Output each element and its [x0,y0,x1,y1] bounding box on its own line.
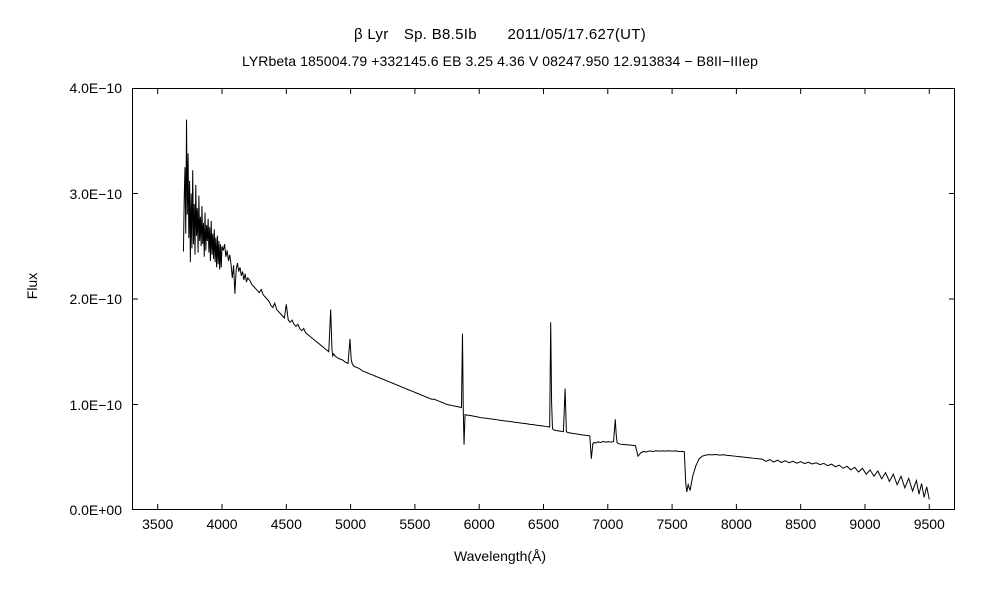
x-tick-label: 5000 [335,516,367,532]
page-title: β Lyr Sp. B8.5Ib 2011/05/17.627(UT) [353,26,647,43]
x-tick-label: 9000 [849,516,881,532]
y-tick-label: 2.0E−10 [69,291,122,307]
x-tick-label: 8500 [785,516,817,532]
x-tick-label: 7500 [656,516,688,532]
spectrum-line-series [132,88,955,510]
x-tick-label: 6000 [463,516,495,532]
y-tick-label: 3.0E−10 [69,185,122,202]
y-tick-label: 1.0E−10 [69,396,122,413]
x-tick-label: 5500 [399,516,431,532]
y-tick-label: 0.0E+00 [69,502,122,518]
chart-title-block: β Lyr Sp. B8.5Ib 2011/05/17.627(UT) LYRb… [0,24,1000,72]
x-tick-label: 4000 [206,516,238,532]
spectrum-trace [183,120,929,500]
y-tick-label: 4.0E−10 [69,80,122,96]
y-axis-title: Flux [24,272,40,300]
x-tick-label: 4500 [270,516,302,532]
x-tick-label: 6500 [527,516,560,532]
plot-area [132,88,955,510]
axis-tick-marks [132,88,955,510]
x-tick-label: 3500 [142,516,174,532]
x-tick-label: 8000 [720,516,752,532]
x-axis-tick-labels: 3500 4000 4500 5000 5500 6000 6500 7000 7500 8000… [132,516,955,538]
x-axis-title: Wavelength(Å) [453,548,547,564]
x-tick-label: 9500 [913,516,945,532]
x-tick-label: 7000 [592,516,624,532]
chart-subtitle: LYRbeta 185004.79 +332145.6 EB 3.25 4.36… [242,53,758,69]
